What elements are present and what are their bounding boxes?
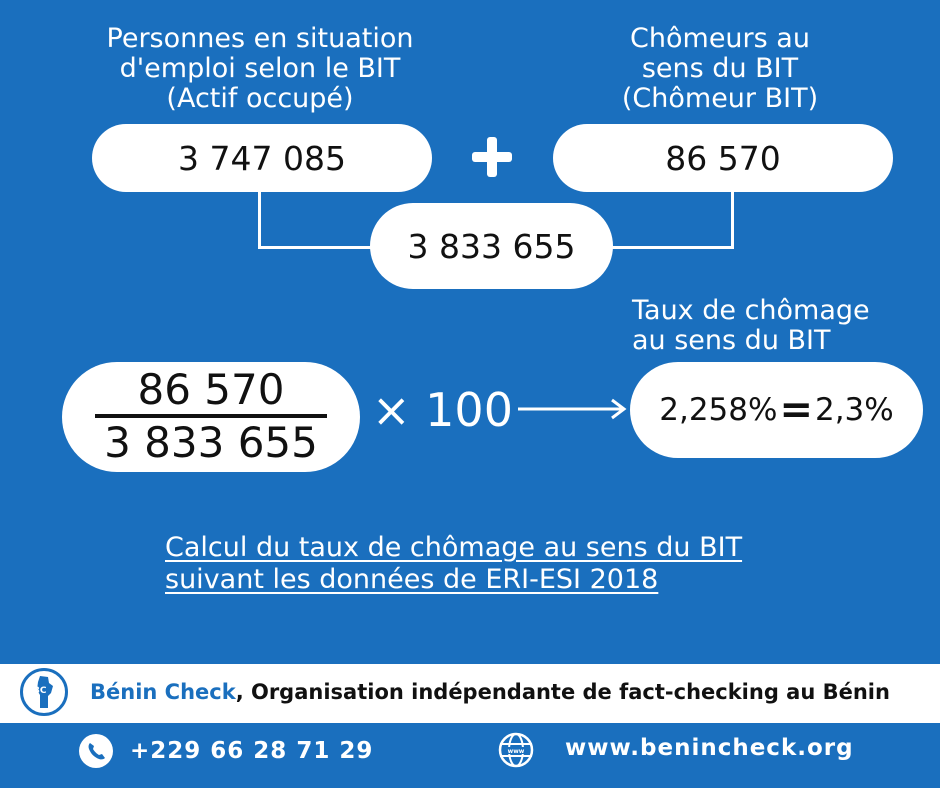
website-link[interactable]: www.benincheck.org (565, 735, 854, 761)
unemployed-value: 86 570 (665, 138, 781, 178)
unemployed-value-pill: 86 570 (553, 124, 893, 192)
employed-label-line2: d'emploi selon le BIT (119, 53, 401, 84)
employed-label: Personnes en situation d'emploi selon le… (90, 24, 430, 114)
phone-number[interactable]: +229 66 28 71 29 (130, 738, 374, 764)
unemployed-label-line1: Chômeurs au (630, 23, 810, 54)
fraction-bar (95, 414, 327, 418)
result-rounded: 2,3% (814, 392, 894, 428)
equals-icon: = (779, 386, 813, 433)
fraction-denominator: 3 833 655 (104, 418, 318, 467)
multiplier: × 100 (372, 383, 513, 437)
unemployed-label-line3: (Chômeur BIT) (621, 83, 819, 114)
footer-organisation-bar (0, 664, 940, 723)
globe-icon: www (496, 730, 536, 770)
total-value: 3 833 655 (407, 226, 576, 266)
svg-text:www: www (508, 748, 525, 755)
employed-label-line1: Personnes en situation (106, 23, 414, 54)
employed-value-pill: 3 747 085 (92, 124, 432, 192)
result-exact: 2,258% (659, 392, 778, 428)
phone-icon (79, 734, 113, 768)
organisation-line: Bénin Check, Organisation indépendante d… (90, 680, 890, 704)
result-pill: 2,258% = 2,3% (630, 362, 923, 458)
employed-value: 3 747 085 (178, 138, 346, 178)
brand-name: Bénin Check (90, 680, 236, 704)
brand-tagline: , Organisation indépendante de fact-chec… (235, 680, 890, 704)
benin-map-logo: BC (20, 668, 68, 716)
rate-label: Taux de chômage au sens du BIT (632, 296, 912, 356)
footer-contact-bar (0, 723, 940, 788)
arrow-right-icon (518, 398, 627, 420)
rate-label-line1: Taux de chômage (632, 295, 870, 326)
plus-icon (472, 137, 512, 177)
rate-label-line2: au sens du BIT (632, 325, 831, 356)
fraction-pill: 86 570 3 833 655 (62, 362, 360, 472)
caption: Calcul du taux de chômage au sens du BIT… (165, 532, 742, 596)
unemployed-label: Chômeurs au sens du BIT (Chômeur BIT) (590, 24, 850, 114)
caption-line1: Calcul du taux de chômage au sens du BIT (165, 532, 743, 563)
fraction-numerator: 86 570 (137, 365, 285, 414)
caption-line2: suivant les données de ERI-ESI 2018 (165, 564, 659, 595)
logo-initials: BC (33, 686, 47, 696)
employed-label-line3: (Actif occupé) (166, 83, 354, 114)
total-value-pill: 3 833 655 (370, 203, 613, 289)
unemployed-label-line2: sens du BIT (641, 53, 799, 84)
